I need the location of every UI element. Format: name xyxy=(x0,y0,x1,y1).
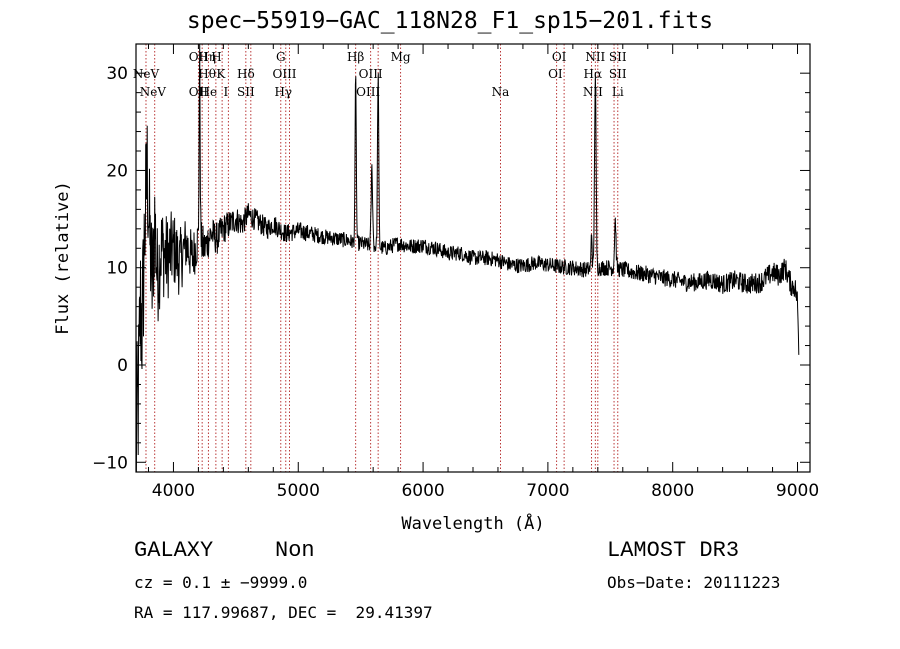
marker-label: Hβ xyxy=(347,50,364,64)
marker-label: Hδ xyxy=(237,67,255,81)
marker-label: I xyxy=(223,85,228,99)
obs-date-text: Obs−Date: 20111223 xyxy=(607,573,781,592)
flux-line xyxy=(135,43,800,473)
marker-labels: NeVNeVOIIOIIHηHθHeHKIHδSIIGOIIIHγHβOIIIO… xyxy=(133,50,627,99)
marker-label: NII xyxy=(583,85,603,99)
marker-label: NeV xyxy=(140,85,167,99)
x-axis-label: Wavelength (Å) xyxy=(401,512,544,534)
marker-label: Hη xyxy=(198,50,216,64)
y-tick-label: 10 xyxy=(106,259,128,279)
marker-label: Na xyxy=(492,85,510,99)
y-axis-label: Flux (relative) xyxy=(53,181,73,335)
y-tick-label: 30 xyxy=(106,64,128,84)
y-tick-label: −10 xyxy=(92,453,128,473)
marker-label: Hγ xyxy=(274,85,292,99)
marker-label: OI xyxy=(552,50,567,64)
y-tick-label: 20 xyxy=(106,161,128,181)
x-tick-label: 9000 xyxy=(776,481,819,501)
subclass-label: Non xyxy=(275,538,315,563)
marker-label: NII xyxy=(585,50,605,64)
marker-label: SII xyxy=(609,50,627,64)
marker-label: OIII xyxy=(356,85,380,99)
chart-title: spec−55919−GAC_118N28_F1_sp15−201.fits xyxy=(186,8,714,34)
marker-label: SII xyxy=(237,85,255,99)
x-tick-label: 4000 xyxy=(152,481,195,501)
line-markers xyxy=(145,44,619,472)
x-tick-label: 8000 xyxy=(651,481,694,501)
marker-label: OIII xyxy=(359,67,383,81)
marker-label: NeV xyxy=(133,67,160,81)
class-label: GALAXY xyxy=(134,538,214,563)
marker-label: H xyxy=(211,50,221,64)
x-tick-label: 6000 xyxy=(401,481,444,501)
marker-label: K xyxy=(216,67,226,81)
flux-series xyxy=(135,43,800,473)
marker-label: OIII xyxy=(272,67,296,81)
x-tick-label: 7000 xyxy=(526,481,569,501)
marker-label: He xyxy=(200,85,218,99)
axis-ticks: 4000 5000 6000 7000 8000 9000 −10 0 10 20 30 xyxy=(92,44,819,501)
marker-label: Hθ xyxy=(198,67,216,81)
survey-label: LAMOST DR3 xyxy=(607,538,740,563)
redshift-text: cz = 0.1 ± −9999.0 xyxy=(134,573,308,592)
marker-label: OI xyxy=(548,67,563,81)
plot-frame xyxy=(135,43,811,473)
marker-label: Hα xyxy=(584,67,603,81)
marker-label: SII xyxy=(609,67,627,81)
marker-label: Mg xyxy=(391,50,411,64)
x-tick-label: 5000 xyxy=(277,481,320,501)
marker-label: G xyxy=(276,50,286,64)
marker-label: Li xyxy=(612,85,624,99)
marker-label: OII xyxy=(189,85,209,99)
marker-label: OII xyxy=(189,50,209,64)
y-tick-label: 0 xyxy=(117,356,128,376)
coordinates-text: RA = 117.99687, DEC = 29.41397 xyxy=(134,603,433,622)
